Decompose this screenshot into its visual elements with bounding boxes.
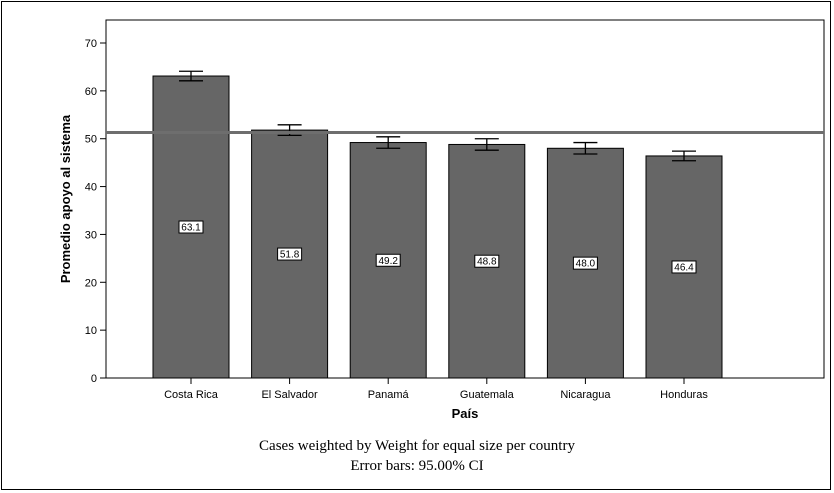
value-label-box xyxy=(671,260,697,274)
y-tick-label: 10 xyxy=(85,325,97,337)
y-tick-label: 60 xyxy=(85,86,97,98)
value-label: 48.0 xyxy=(576,259,596,270)
x-tick-label: El Salvador xyxy=(261,389,318,401)
y-tick-label: 50 xyxy=(85,134,97,146)
value-label-box xyxy=(375,253,401,267)
value-label: 51.8 xyxy=(280,250,300,261)
y-tick-label: 0 xyxy=(91,373,97,385)
footnote-error-bars: Error bars: 95.00% CI xyxy=(350,458,484,474)
x-tick-label: Honduras xyxy=(660,389,708,401)
x-tick-label: Panamá xyxy=(368,389,410,401)
x-tick-label: Guatemala xyxy=(460,389,515,401)
y-tick-label: 70 xyxy=(85,38,97,50)
value-label-box xyxy=(572,256,598,270)
x-axis-title: País xyxy=(452,406,479,421)
value-label-box xyxy=(277,247,303,261)
value-label-box xyxy=(474,254,500,268)
y-tick-label: 40 xyxy=(85,182,97,194)
y-axis-title: Promedio apoyo al sistema xyxy=(58,114,73,283)
value-label: 49.2 xyxy=(378,256,398,267)
value-label: 48.8 xyxy=(477,257,497,268)
x-tick-label: Costa Rica xyxy=(164,389,219,401)
y-axis: 0 10 20 30 40 50 60 70 xyxy=(85,38,106,385)
y-tick-label: 30 xyxy=(85,229,97,241)
x-axis: Costa Rica El Salvador Panamá Guatemala Nica… xyxy=(164,378,708,401)
footnote-weighting: Cases weighted by Weight for equal size … xyxy=(259,438,575,454)
error-bars-group xyxy=(179,70,696,162)
x-tick-label: Nicaragua xyxy=(560,389,611,401)
value-label-box xyxy=(178,220,204,234)
value-labels-group: 63.1 51.8 49.2 48.8 48.0 46.4 xyxy=(178,220,697,274)
y-tick-label: 20 xyxy=(85,277,97,289)
value-label: 63.1 xyxy=(181,223,201,234)
value-label: 46.4 xyxy=(674,262,694,273)
